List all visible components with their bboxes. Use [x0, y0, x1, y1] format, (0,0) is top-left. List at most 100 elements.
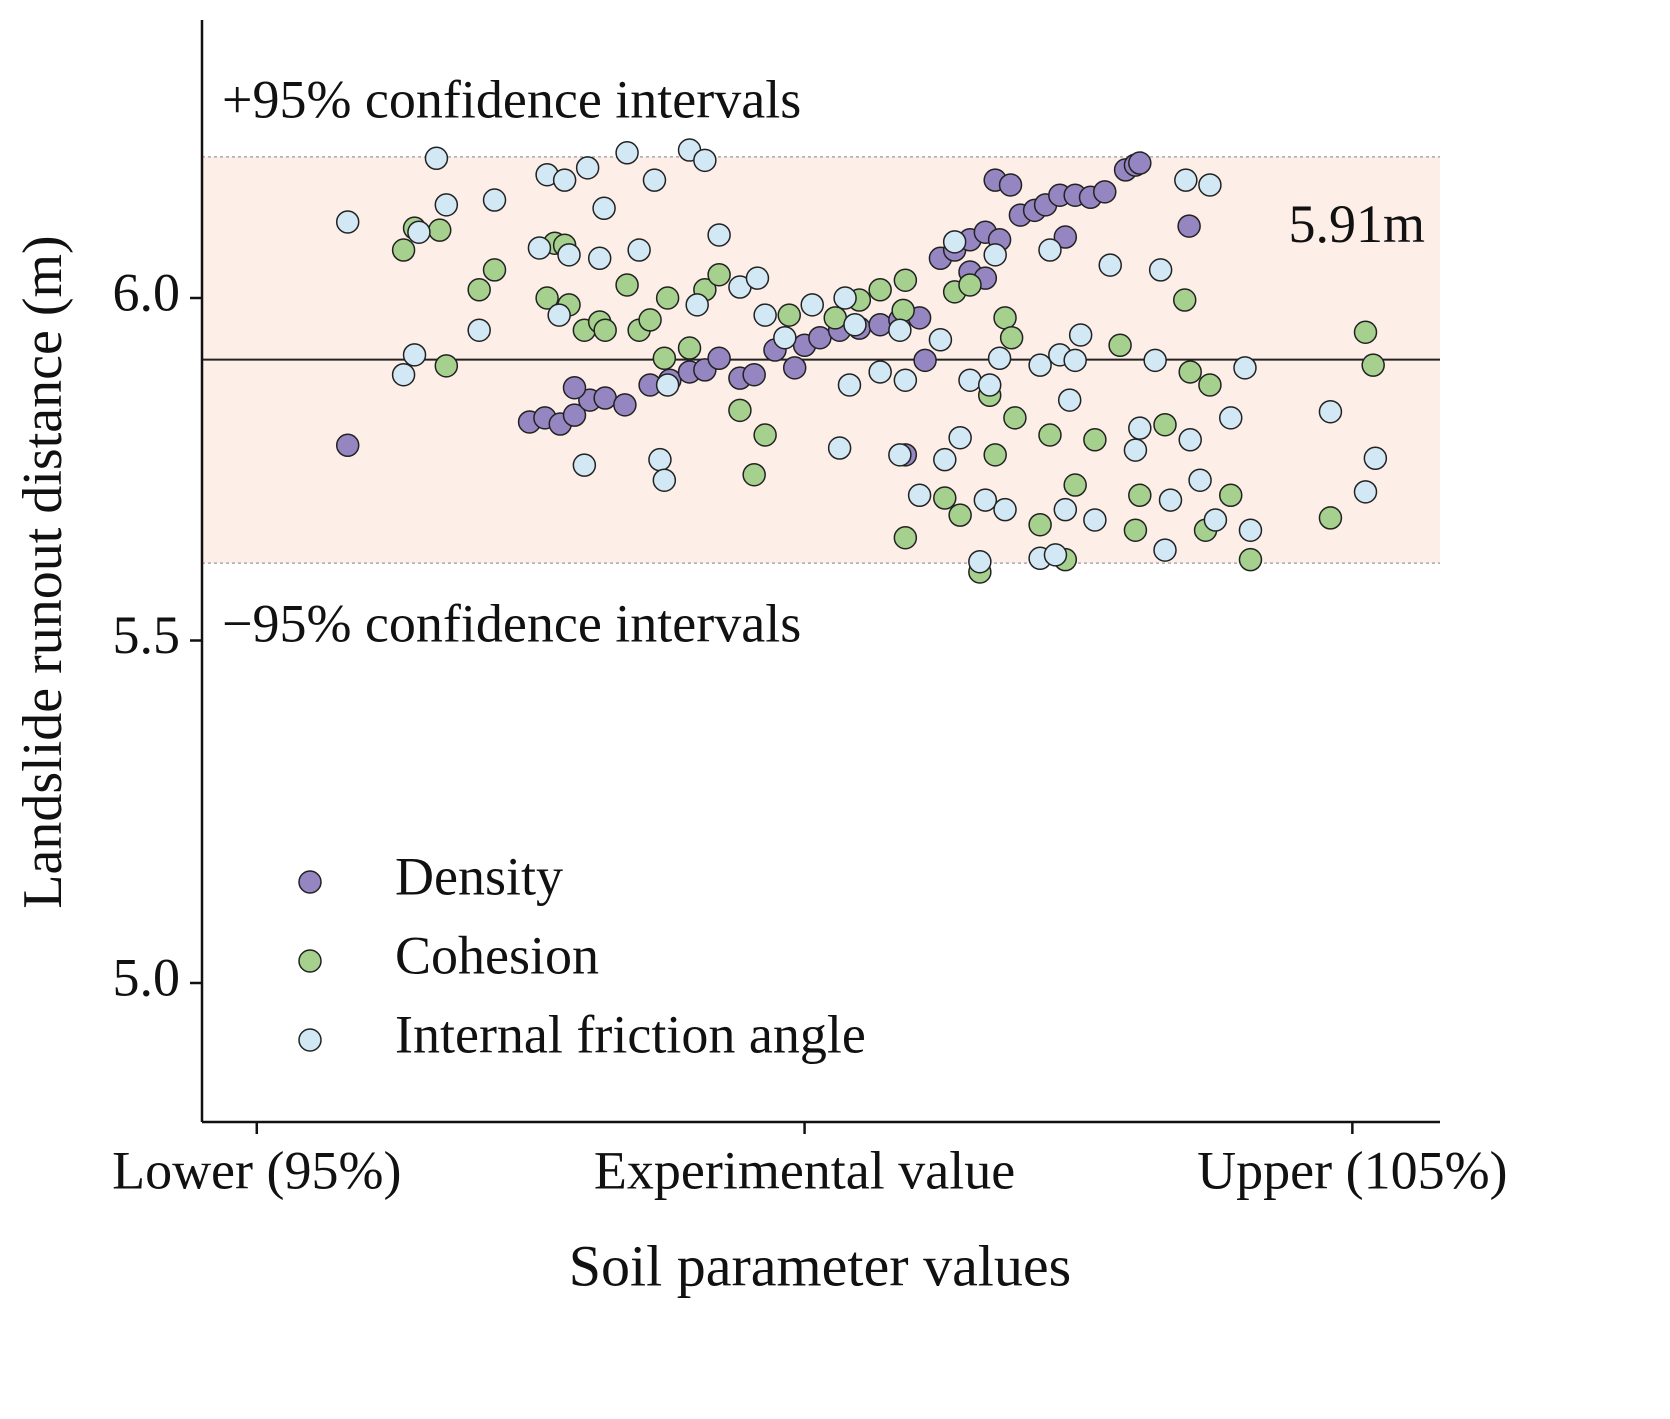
point [707, 262, 731, 287]
point [833, 286, 857, 310]
annotation: +95% confidence intervals [222, 69, 801, 129]
point [655, 286, 680, 310]
point [407, 220, 431, 244]
point [973, 488, 998, 512]
point [527, 236, 552, 260]
point [1177, 214, 1201, 238]
point [1063, 473, 1087, 497]
point [434, 193, 459, 217]
point [535, 286, 559, 310]
point [1353, 480, 1378, 504]
point [1203, 508, 1228, 532]
x-axis-label: Soil parameter values [569, 1233, 1072, 1298]
point [993, 306, 1017, 330]
point [1143, 348, 1167, 373]
point [928, 328, 953, 352]
point [1153, 538, 1177, 562]
point [893, 526, 918, 550]
point [742, 362, 766, 387]
point [482, 258, 507, 282]
point [1148, 258, 1173, 282]
point [593, 386, 617, 410]
point [482, 188, 507, 212]
point [1178, 360, 1202, 384]
point [575, 156, 600, 180]
point [782, 356, 807, 380]
point [1038, 238, 1062, 262]
y-tick-label: 6.0 [113, 262, 181, 322]
point [648, 447, 672, 472]
point [1123, 518, 1148, 542]
point [907, 483, 932, 508]
point [1188, 468, 1212, 492]
y-tick-label: 5.0 [113, 947, 181, 1007]
point [572, 453, 597, 477]
point [948, 425, 972, 450]
point [1083, 428, 1107, 452]
point [993, 497, 1017, 522]
point [655, 373, 680, 397]
point [1363, 446, 1388, 471]
point [707, 346, 731, 371]
point [1128, 151, 1152, 175]
legend-label: Density [395, 846, 563, 906]
point [638, 308, 662, 332]
point [391, 362, 416, 387]
point [983, 243, 1007, 267]
point [391, 238, 416, 262]
point [427, 218, 452, 242]
point [1361, 353, 1385, 377]
point [893, 368, 918, 392]
point [1198, 373, 1222, 397]
y-axis-label: Landslide runout distance (m) [12, 235, 74, 908]
x-tick-label: Experimental value [594, 1140, 1015, 1200]
point [1057, 388, 1082, 412]
point [888, 318, 912, 342]
point [467, 278, 491, 302]
point [948, 503, 972, 527]
legend-label: Cohesion [395, 925, 599, 985]
point [1028, 353, 1052, 377]
point [552, 168, 577, 192]
point [968, 549, 992, 574]
point [1053, 225, 1078, 249]
point [1153, 412, 1177, 437]
point [1063, 348, 1087, 373]
point [587, 246, 612, 271]
point [728, 398, 752, 423]
point [627, 238, 651, 262]
point [1108, 333, 1132, 358]
point [958, 273, 982, 297]
point [467, 318, 491, 342]
point [562, 403, 587, 427]
point [557, 243, 581, 267]
point [402, 343, 427, 367]
point [1198, 173, 1222, 197]
point [773, 325, 797, 350]
point [1158, 488, 1183, 512]
point [1043, 543, 1068, 567]
point [958, 368, 982, 392]
annotation: −95% confidence intervals [222, 593, 801, 653]
point [893, 268, 918, 292]
point [1038, 423, 1062, 447]
point [823, 306, 847, 330]
point [753, 303, 777, 327]
point [777, 303, 801, 327]
point [1098, 253, 1122, 277]
point [1172, 288, 1197, 312]
point [1233, 356, 1257, 380]
point [1218, 406, 1243, 430]
point [547, 303, 571, 327]
point [1318, 506, 1343, 530]
legend-marker [298, 1028, 322, 1052]
point [827, 436, 852, 460]
point [642, 168, 667, 192]
point [1083, 508, 1107, 532]
point [843, 312, 867, 337]
point [837, 373, 862, 397]
point [613, 393, 637, 417]
point [562, 375, 587, 400]
point [652, 468, 677, 492]
